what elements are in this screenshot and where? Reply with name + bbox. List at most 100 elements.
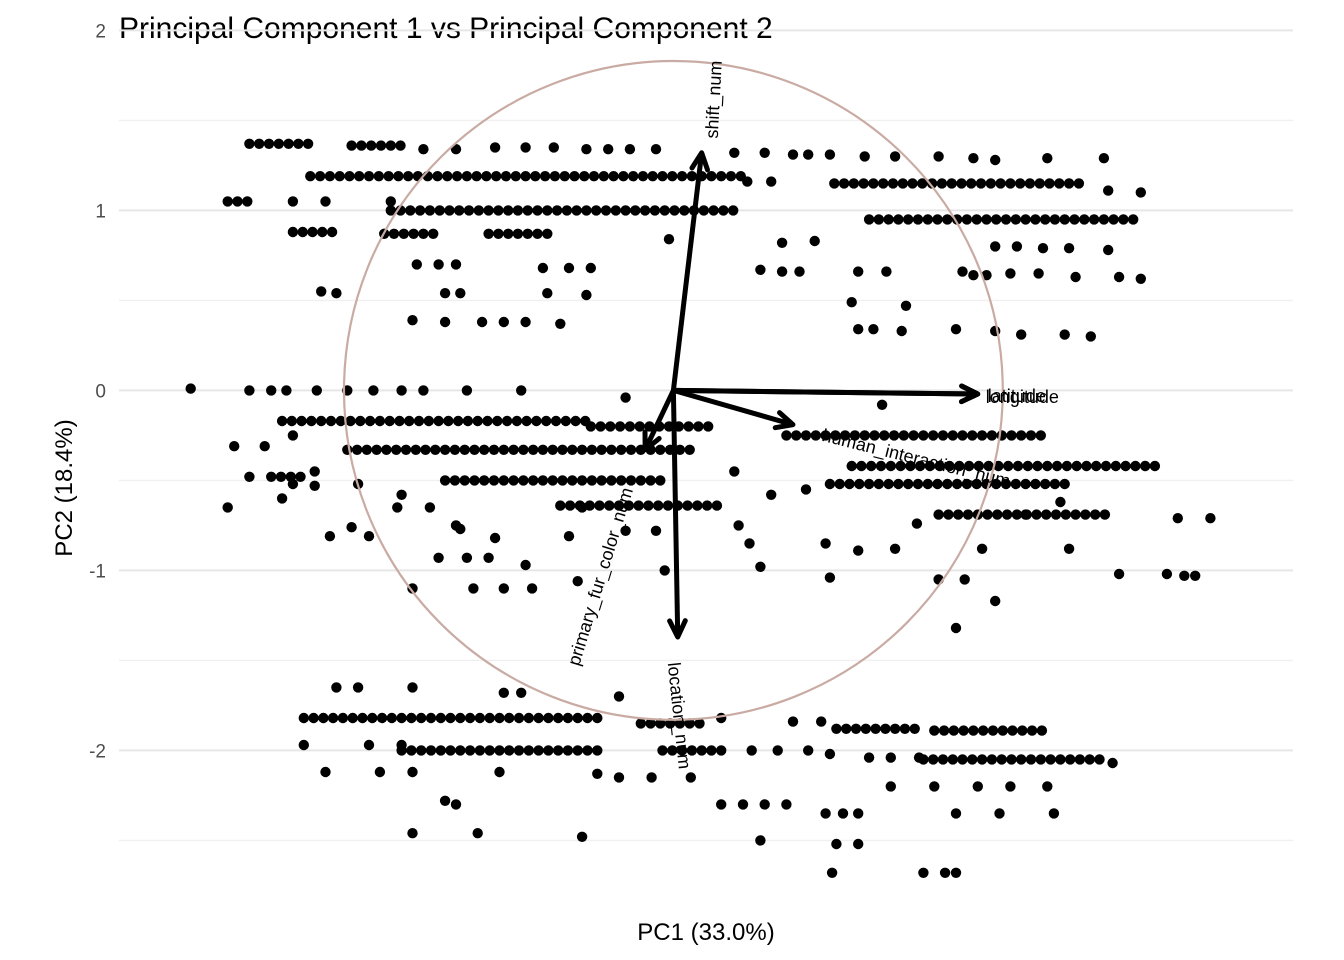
data-point bbox=[653, 500, 664, 511]
data-point bbox=[655, 475, 666, 486]
data-point bbox=[820, 430, 831, 441]
data-point bbox=[929, 725, 940, 736]
data-point bbox=[860, 723, 871, 734]
data-point bbox=[711, 500, 723, 511]
data-point bbox=[579, 171, 590, 182]
data-point bbox=[450, 259, 462, 270]
data-point bbox=[1016, 329, 1027, 340]
data-point bbox=[469, 475, 480, 486]
data-point bbox=[425, 745, 437, 756]
data-point bbox=[528, 475, 539, 486]
data-point bbox=[484, 712, 495, 724]
data-point bbox=[449, 475, 461, 486]
data-point bbox=[523, 745, 534, 756]
data-point bbox=[986, 430, 998, 441]
data-point bbox=[976, 543, 988, 554]
data-point bbox=[634, 421, 645, 432]
data-point bbox=[848, 178, 859, 189]
data-point bbox=[516, 687, 527, 698]
data-point bbox=[1071, 460, 1082, 472]
data-point bbox=[293, 138, 304, 149]
data-point bbox=[1020, 509, 1031, 520]
data-point bbox=[489, 142, 501, 153]
data-point bbox=[1090, 509, 1101, 520]
data-point bbox=[1161, 568, 1173, 580]
data-point bbox=[603, 144, 614, 155]
data-point bbox=[655, 444, 666, 455]
data-point bbox=[320, 766, 331, 778]
data-point bbox=[483, 205, 494, 216]
data-point bbox=[650, 525, 662, 536]
data-point bbox=[816, 716, 827, 727]
loading-arrow-primary-fur-color-num bbox=[642, 389, 676, 451]
data-point bbox=[776, 237, 788, 248]
data-point bbox=[929, 781, 940, 792]
data-point bbox=[982, 509, 993, 520]
data-point bbox=[434, 205, 445, 216]
data-point bbox=[481, 171, 492, 182]
data-point bbox=[516, 385, 527, 396]
data-point bbox=[880, 723, 891, 734]
data-point bbox=[407, 315, 418, 326]
data-point bbox=[703, 421, 714, 432]
loading-label-primary-fur-color-num: primary_fur_color_num bbox=[564, 485, 638, 668]
data-point bbox=[976, 430, 988, 441]
data-point bbox=[1012, 460, 1024, 472]
data-point bbox=[968, 153, 979, 164]
data-point bbox=[406, 712, 417, 724]
data-point bbox=[553, 712, 564, 724]
data-point bbox=[737, 799, 749, 810]
data-point bbox=[229, 441, 240, 452]
data-point bbox=[512, 228, 524, 239]
data-point bbox=[1017, 725, 1028, 736]
data-point bbox=[1005, 268, 1016, 279]
data-point bbox=[766, 489, 777, 500]
data-point bbox=[913, 752, 925, 763]
data-point bbox=[407, 682, 418, 693]
data-point bbox=[883, 478, 894, 490]
data-point bbox=[647, 171, 658, 182]
data-point bbox=[295, 471, 306, 482]
data-point bbox=[973, 460, 984, 472]
data-point bbox=[937, 754, 949, 765]
data-points bbox=[185, 138, 1216, 878]
data-point bbox=[918, 430, 929, 441]
data-point bbox=[628, 171, 639, 182]
data-point bbox=[492, 415, 503, 427]
data-point bbox=[746, 745, 757, 756]
data-point bbox=[345, 415, 356, 427]
data-point bbox=[1041, 509, 1052, 520]
data-point bbox=[1085, 331, 1097, 342]
data-point bbox=[493, 228, 504, 239]
data-point bbox=[572, 712, 583, 724]
data-point bbox=[618, 171, 629, 182]
data-point bbox=[991, 214, 1002, 225]
data-point bbox=[562, 712, 574, 724]
data-point bbox=[567, 444, 578, 455]
data-point bbox=[950, 324, 962, 335]
loading-arrow-human-interaction-num bbox=[672, 387, 794, 428]
y-tick-label: -1 bbox=[89, 561, 106, 582]
data-point bbox=[254, 138, 265, 149]
data-point bbox=[824, 748, 836, 760]
data-point bbox=[966, 178, 977, 189]
data-point bbox=[837, 808, 849, 819]
data-point bbox=[464, 745, 476, 756]
data-point bbox=[403, 171, 414, 182]
data-point bbox=[559, 171, 570, 182]
data-point bbox=[1034, 178, 1045, 189]
data-point bbox=[1042, 460, 1053, 472]
data-point bbox=[649, 205, 661, 216]
loading-label-longitude: longitude bbox=[986, 387, 1059, 407]
data-point bbox=[613, 691, 625, 702]
data-point bbox=[606, 475, 617, 486]
data-point bbox=[667, 745, 678, 756]
data-point bbox=[948, 725, 959, 736]
data-point bbox=[445, 712, 456, 724]
data-point bbox=[1001, 509, 1013, 520]
data-point bbox=[433, 259, 444, 270]
data-point bbox=[432, 171, 443, 182]
data-point bbox=[266, 385, 277, 396]
data-point bbox=[266, 471, 277, 482]
chart-title: Principal Component 1 vs Principal Compo… bbox=[119, 12, 773, 45]
